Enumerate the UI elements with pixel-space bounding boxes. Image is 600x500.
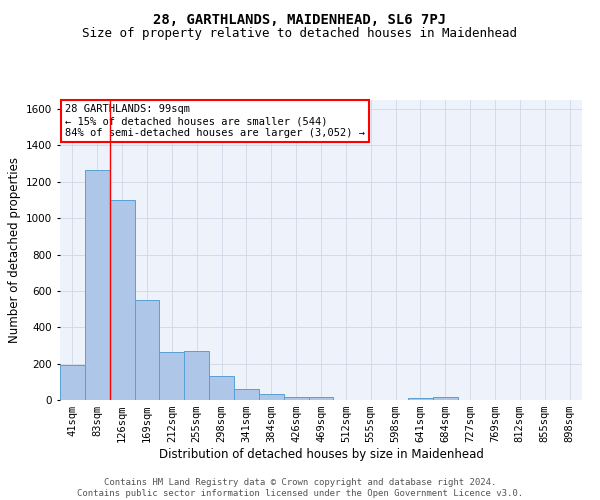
Bar [160,352,184,400]
Y-axis label: Number of detached properties: Number of detached properties [8,157,20,343]
Bar [134,300,160,400]
Bar [259,394,284,400]
Bar [85,170,110,400]
Bar [234,389,259,400]
Text: Contains HM Land Registry data © Crown copyright and database right 2024.
Contai: Contains HM Land Registry data © Crown c… [77,478,523,498]
Bar [284,397,308,400]
Bar [433,397,458,400]
Bar [408,398,433,400]
Text: Size of property relative to detached houses in Maidenhead: Size of property relative to detached ho… [83,28,517,40]
Bar [110,200,134,400]
Text: 28 GARTHLANDS: 99sqm
← 15% of detached houses are smaller (544)
84% of semi-deta: 28 GARTHLANDS: 99sqm ← 15% of detached h… [65,104,365,138]
Text: 28, GARTHLANDS, MAIDENHEAD, SL6 7PJ: 28, GARTHLANDS, MAIDENHEAD, SL6 7PJ [154,12,446,26]
X-axis label: Distribution of detached houses by size in Maidenhead: Distribution of detached houses by size … [158,448,484,461]
Bar [60,364,85,400]
Bar [308,398,334,400]
Bar [209,376,234,400]
Bar [184,351,209,400]
